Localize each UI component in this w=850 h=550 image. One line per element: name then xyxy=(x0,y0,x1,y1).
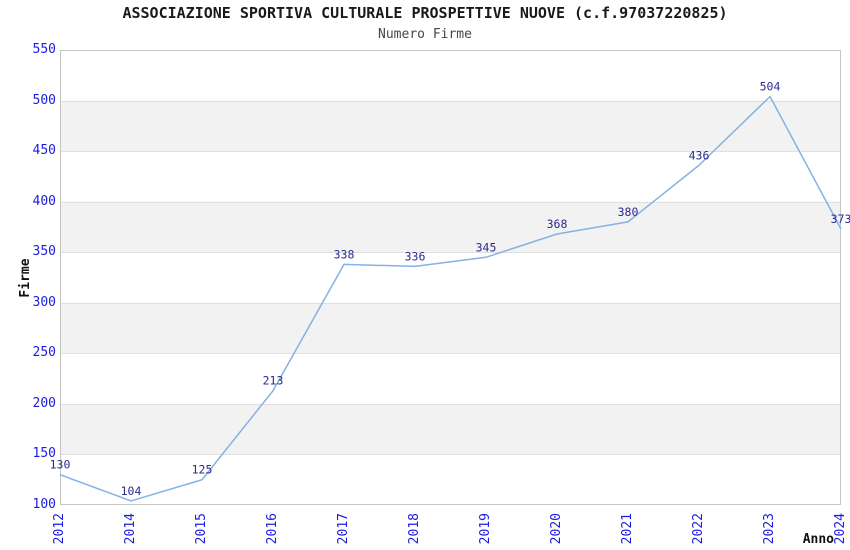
point-label: 345 xyxy=(476,240,497,254)
y-tick-label: 150 xyxy=(32,446,56,462)
line-plot-svg: 130 104 125 213 338 336 345 368 380 436 504 373 xyxy=(50,50,850,505)
point-label: 380 xyxy=(618,205,639,219)
plot-band xyxy=(60,403,841,455)
x-tick-label: 2022 xyxy=(691,513,706,545)
y-tick-label: 550 xyxy=(32,42,56,57)
plot-band xyxy=(60,100,841,152)
y-tick-label: 400 xyxy=(32,193,56,209)
data-line xyxy=(59,95,842,502)
point-label: 373 xyxy=(831,212,850,226)
y-tick-label: 500 xyxy=(32,92,56,108)
x-tick-label: 2018 xyxy=(407,513,422,545)
point-label: 504 xyxy=(760,80,781,94)
x-tick-label: 2020 xyxy=(549,513,564,545)
y-tick-label: 100 xyxy=(32,497,56,512)
x-tick-label: 2023 xyxy=(762,513,777,545)
y-tick-label: 200 xyxy=(32,395,56,411)
y-tick-label: 300 xyxy=(32,294,56,310)
chart-subtitle: Numero Firme xyxy=(378,27,472,42)
y-tick-label: 250 xyxy=(32,345,56,361)
plot-border xyxy=(60,50,841,505)
y-axis-title: Firme xyxy=(18,258,33,298)
plot-band xyxy=(60,201,841,253)
x-tick-label: 2014 xyxy=(123,513,138,545)
x-tick-label: 2016 xyxy=(265,513,280,545)
y-tick-label: 450 xyxy=(32,143,56,159)
plot-area: 130 104 125 213 338 336 345 368 380 436 504 373 xyxy=(50,50,850,505)
x-tick-label: 2019 xyxy=(478,513,493,545)
chart-title: ASSOCIAZIONE SPORTIVA CULTURALE PROSPETT… xyxy=(122,4,728,22)
plot-band xyxy=(60,302,841,354)
x-tick-label: 2021 xyxy=(620,513,635,545)
x-tick-label: 2024 xyxy=(833,513,848,545)
x-tick-label: 2015 xyxy=(194,513,209,545)
point-label: 104 xyxy=(121,484,142,498)
x-tick-label: 2012 xyxy=(52,513,67,545)
y-tick-label: 350 xyxy=(32,244,56,260)
x-axis-title: Anno xyxy=(802,532,834,547)
point-label: 213 xyxy=(263,374,284,388)
point-label: 436 xyxy=(689,148,710,162)
point-label: 125 xyxy=(192,463,213,477)
point-label: 368 xyxy=(547,217,568,231)
x-tick-label: 2017 xyxy=(336,513,351,545)
point-label: 336 xyxy=(405,249,426,263)
point-label: 338 xyxy=(334,247,355,261)
point-label: 130 xyxy=(50,458,71,472)
